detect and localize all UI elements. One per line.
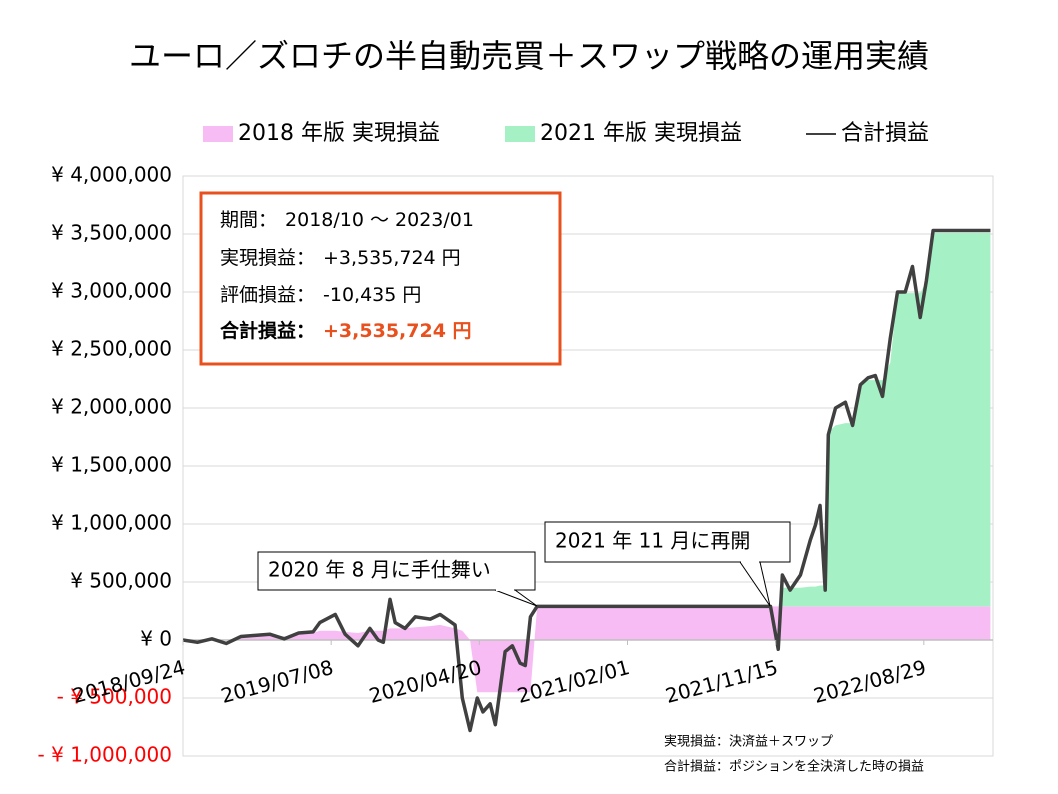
callout-text: 2020 年 8 月に手仕舞い bbox=[268, 558, 491, 582]
y-tick-label: ¥ 0 bbox=[140, 627, 172, 651]
area bbox=[183, 606, 991, 693]
info-label: 期間： bbox=[220, 209, 277, 231]
legend-swatch bbox=[203, 126, 233, 142]
y-tick-label: ¥ 2,500,000 bbox=[51, 337, 172, 361]
info-box bbox=[199, 191, 562, 366]
note: 実現損益：決済益＋スワップ bbox=[664, 734, 833, 750]
info-value: +3,535,724 円 bbox=[323, 247, 461, 269]
legend-label: 2018 年版 実現損益 bbox=[238, 121, 440, 146]
info-value: 2018/10 ～ 2023/01 bbox=[285, 209, 474, 231]
info-value: -10,435 円 bbox=[323, 284, 421, 306]
callout-pointer bbox=[494, 589, 538, 607]
line bbox=[182, 228, 991, 733]
info-line: 実現損益： +3,535,724 円 bbox=[220, 247, 461, 269]
y-tick-label: - ¥ 1,000,000 bbox=[38, 743, 172, 767]
info-label: 評価損益： bbox=[220, 284, 315, 306]
y-tick-label: ¥ 1,000,000 bbox=[51, 511, 172, 535]
x-tick-label: 2019/07/08 bbox=[218, 655, 336, 708]
y-tick-label: ¥ 2,000,000 bbox=[51, 395, 172, 419]
area bbox=[778, 232, 991, 607]
info-value: +3,535,724 円 bbox=[323, 320, 472, 342]
note: 合計損益：ポジションを全決済した時の損益 bbox=[664, 759, 924, 775]
chart-title: ユーロ／ズロチの半自動売買＋スワップ戦略の運用実績 bbox=[129, 37, 929, 75]
y-tick-label: ¥ 3,500,000 bbox=[51, 221, 172, 245]
callout-pointer bbox=[739, 561, 771, 607]
callout-box bbox=[544, 521, 791, 563]
y-tick-label: ¥ 1,500,000 bbox=[51, 453, 172, 477]
x-tick-label: 2021/11/15 bbox=[663, 655, 781, 708]
callout-box bbox=[257, 551, 536, 591]
info-line: 評価損益： -10,435 円 bbox=[220, 284, 421, 306]
callout-text: 2021 年 11 月に再開 bbox=[555, 529, 750, 553]
info-label: 合計損益： bbox=[220, 319, 315, 342]
info-label: 実現損益： bbox=[220, 247, 315, 269]
y-tick-label: - ¥ 500,000 bbox=[57, 685, 172, 709]
legend-label: 2021 年版 実現損益 bbox=[540, 121, 742, 146]
legend-label: 合計損益 bbox=[841, 121, 929, 146]
y-tick-label: ¥ 3,000,000 bbox=[51, 279, 172, 303]
info-line: 期間： 2018/10 ～ 2023/01 bbox=[220, 209, 474, 231]
y-tick-label: ¥ 500,000 bbox=[70, 569, 172, 593]
legend-swatch bbox=[505, 126, 535, 142]
x-tick-label: 2020/04/20 bbox=[366, 655, 484, 708]
info-line: 合計損益： +3,535,724 円 bbox=[220, 319, 472, 342]
x-tick-label: 2022/08/29 bbox=[811, 655, 929, 708]
y-tick-label: ¥ 4,000,000 bbox=[51, 163, 172, 187]
